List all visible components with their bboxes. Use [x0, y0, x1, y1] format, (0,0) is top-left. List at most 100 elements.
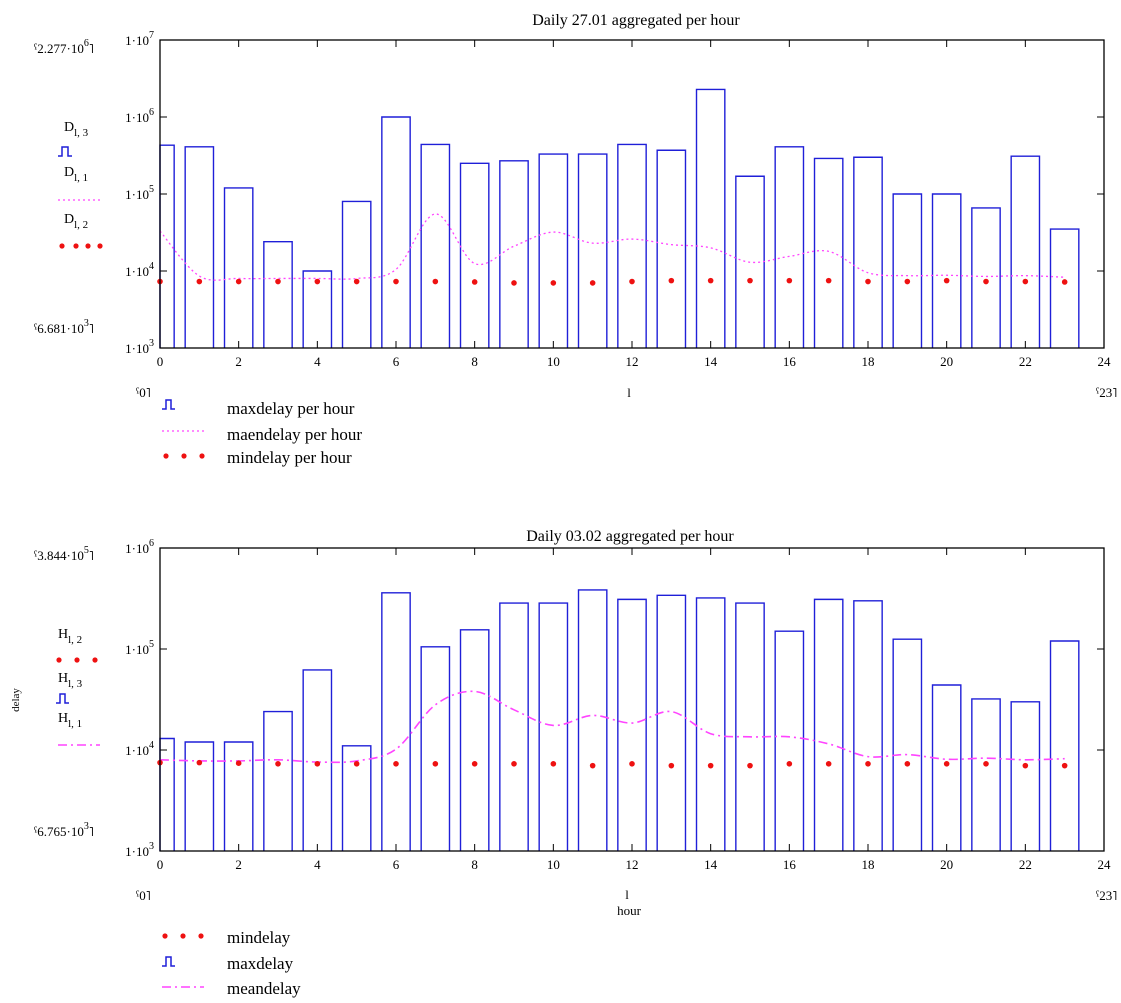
chart-1-x-tick-label: 6 [393, 354, 400, 369]
chart-1-max-bar [223, 187, 254, 348]
chart-2-max-bar [617, 598, 647, 851]
chart-2-x-tick-label: 20 [940, 857, 953, 872]
chart-1-y-axis: 1·103 1·104 1·105 1·106 1·107 [125, 30, 1104, 356]
chart-2-max-bar [931, 684, 962, 851]
chart-2-mean-series [159, 690, 1065, 764]
chart-1-legend-max-swatch [162, 399, 175, 410]
chart-1-x-axis: 0 2 4 6 8 10 12 14 16 18 20 22 24 [157, 40, 1111, 369]
chart-2-min-point [825, 761, 832, 767]
chart-1-x-tick-label: 2 [235, 354, 242, 369]
chart-1-min-point [904, 278, 911, 285]
chart-2-min-point [275, 761, 281, 767]
chart-2-x-tick-label: 0 [157, 857, 164, 872]
chart-1-min-point [235, 278, 242, 285]
chart-2-mean-line [159, 690, 1065, 764]
chart-2-legend-max-swatch [162, 956, 175, 967]
chart-1-legend-max-label: maxdelay per hour [227, 399, 355, 418]
chart-2-legend-max-label: maxdelay [227, 954, 294, 973]
chart-1-min-point [432, 278, 439, 285]
chart-2-min-point [983, 761, 989, 767]
chart-2-min-point [471, 761, 478, 767]
chart-1-max-bar [931, 193, 962, 348]
chart-2-max-bar [1010, 701, 1041, 851]
chart-1-min-point [865, 278, 871, 285]
chart-1-x-tick-label: 14 [704, 354, 718, 369]
chart-2-y-label-min-swatch [56, 657, 98, 663]
chart-1-max-bar [971, 207, 1001, 348]
chart-2-max-bar [538, 602, 569, 851]
chart-2-min-point [629, 761, 635, 767]
chart-2-min-point [235, 760, 242, 767]
chart-2-min-point [314, 761, 321, 767]
chart-1-min-point [1061, 279, 1068, 285]
chart-2-y-tick-label: 1·104 [125, 740, 154, 758]
chart-2-legend-mean-label: meandelay [227, 979, 301, 998]
chart-1-x-tick-label: 18 [862, 354, 875, 369]
chart-1-x-tick-label: 20 [940, 354, 953, 369]
chart-1-y-label-bar-swatch [58, 146, 72, 157]
chart-1-min-point [511, 280, 517, 286]
chart-1-min-point [983, 278, 989, 285]
chart-2-legend-min-swatch [162, 933, 204, 939]
chart-2-max-bar [159, 737, 175, 851]
chart-2-y-label-bar: Hl, 3 [58, 671, 83, 690]
chart-1-max-bar [1049, 228, 1080, 348]
chart-2-min-point [196, 759, 203, 766]
chart-2-max-bar [420, 646, 451, 851]
chart-2-y-axis-label: delay [10, 688, 22, 712]
chart-2-y-axis: 1·103 1·104 1·105 1·106 [125, 538, 1104, 859]
chart-2-y-tick-label: 1·106 [125, 538, 154, 556]
chart-1-legend-min-label: mindelay per hour [227, 448, 352, 467]
chart-1-max-bar [499, 160, 529, 348]
chart-1-max-bar [813, 157, 844, 348]
chart-2-x-tick-label: 14 [704, 857, 718, 872]
chart-1-min-point [353, 278, 360, 285]
chart-1-bars [159, 88, 1080, 348]
chart-1-legend-min-swatch [163, 453, 205, 459]
chart-1-min-point [275, 278, 281, 285]
chart-2-x-axis: 0 2 4 6 8 10 12 14 16 18 20 22 24 [157, 548, 1111, 872]
chart-1-min-point [825, 277, 832, 284]
chart-2-max-bar [223, 741, 254, 851]
chart-1-min-series [157, 277, 1068, 286]
chart-1-y-label-mean: Dl, 1 [64, 165, 88, 184]
chart-1-mean-series [159, 213, 1065, 281]
chart-2-min-point [393, 761, 399, 767]
chart-1-max-bar [617, 143, 647, 348]
chart-2-x-tick-label: 16 [783, 857, 797, 872]
chart-1-max-bar [1010, 155, 1041, 348]
chart-2-max-bar [1049, 640, 1080, 851]
chart-1-x-tick-label: 12 [626, 354, 639, 369]
chart-2-min-point [943, 761, 950, 767]
chart-1-y-label-bar: Dl, 3 [64, 120, 89, 139]
chart-1-min-point [1022, 278, 1029, 285]
chart-2-x-tick-label: 4 [314, 857, 321, 872]
chart-1-max-bar [892, 193, 923, 348]
chart-1-min-point [747, 277, 753, 284]
chart-2-min-point [589, 762, 596, 769]
chart-1-plot-frame [159, 39, 1105, 349]
chart-1-mean-line [159, 213, 1065, 281]
chart-1-max-bar [184, 146, 215, 348]
chart-2-x-tick-label: 2 [235, 857, 242, 872]
chart-2-max-bar [381, 592, 411, 851]
chart-2-min-point [865, 761, 871, 767]
chart-2-min-point [904, 761, 911, 767]
chart-2-title: Daily 03.02 aggregated per hour [526, 528, 734, 545]
chart-1-min-point [393, 278, 399, 285]
chart-2-min-point [550, 761, 557, 767]
chart-2-min-point [786, 761, 793, 767]
chart-2-legend: mindelay maxdelay meandelay [162, 928, 301, 998]
chart-2-max-bar [735, 602, 765, 851]
chart-1-x-tick-label: 0 [157, 354, 164, 369]
chart-1-min-point [550, 280, 557, 286]
chart-2-x-axis-label: hour [617, 903, 642, 918]
chart-1-y-tick-label: 1·104 [125, 261, 154, 279]
chart-1-max-bar [695, 88, 726, 348]
chart-2-max-bar [341, 745, 372, 851]
chart-2-x-tick-label: 10 [547, 857, 560, 872]
chart-2-x-tick-label: 8 [471, 857, 478, 872]
chart-1-min-point [786, 277, 793, 284]
chart-2-max-bar [853, 600, 883, 851]
chart-1-y-tick-label: 1·103 [125, 338, 154, 356]
